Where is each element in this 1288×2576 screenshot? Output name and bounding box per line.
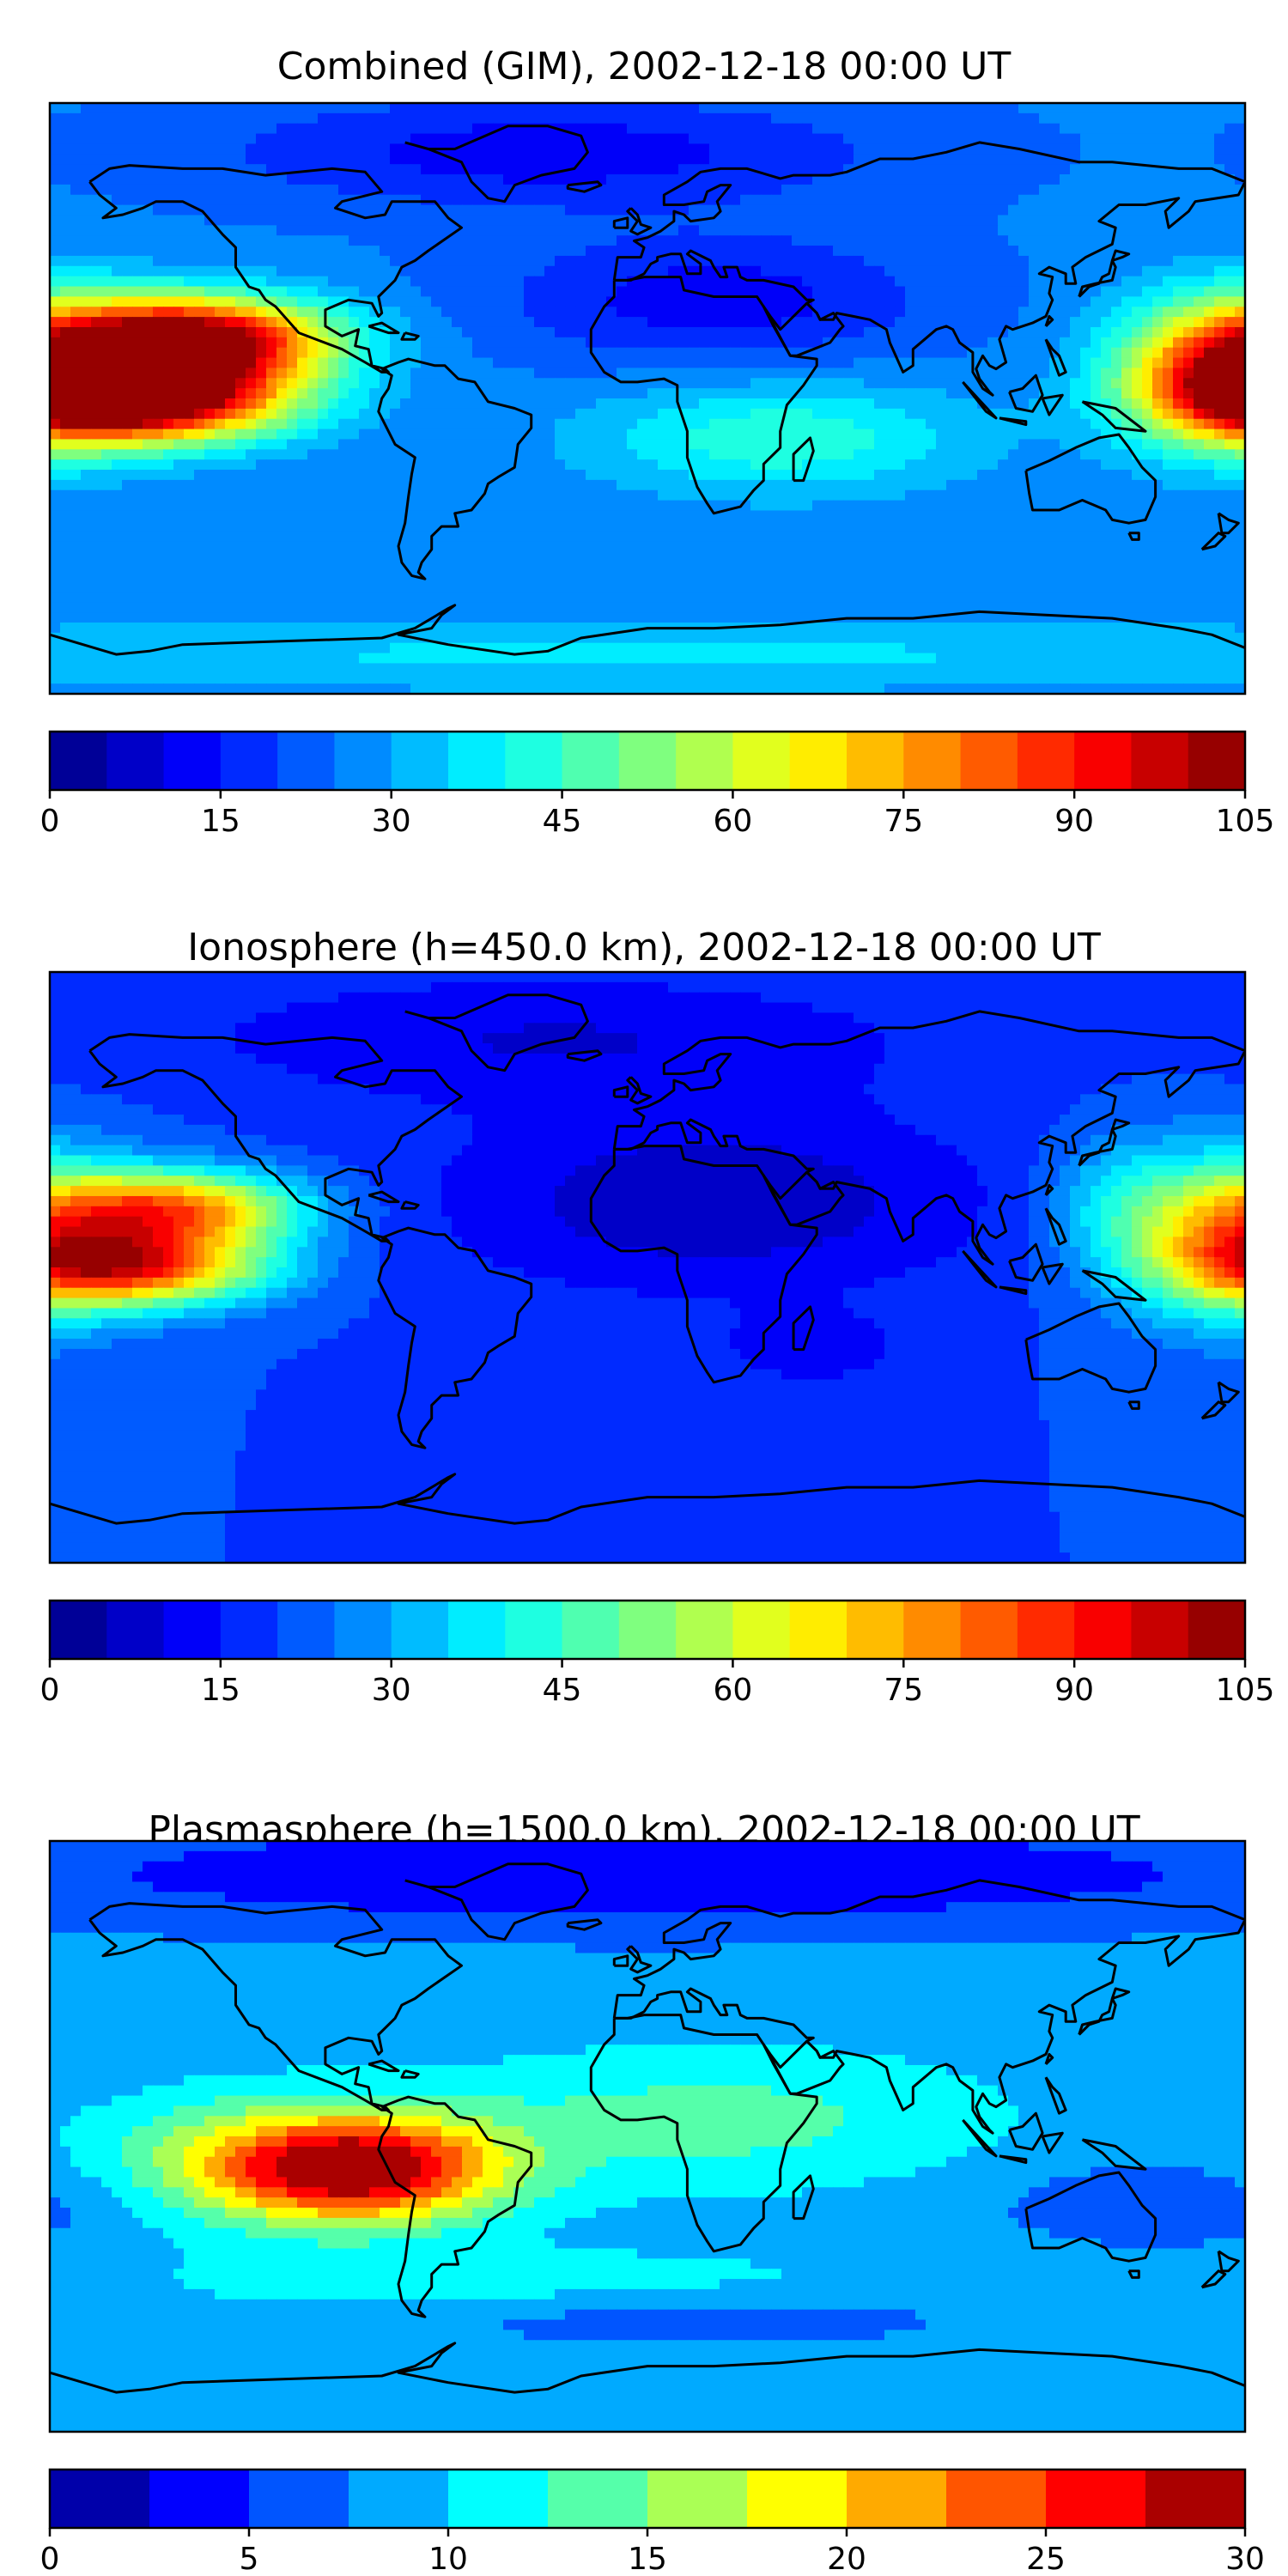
map-panel-0	[48, 101, 1247, 696]
colorbar-segment	[50, 1601, 107, 1659]
colorbar-segment	[548, 2470, 648, 2528]
colorbar-segment	[647, 2470, 748, 2528]
contour-field	[50, 103, 1245, 694]
colorbar-tick-label: 60	[714, 804, 753, 839]
colorbar-segment	[1074, 732, 1132, 790]
colorbar-segment	[618, 1601, 677, 1659]
colorbar-segment	[1131, 1601, 1189, 1659]
coastlines	[50, 993, 1245, 1525]
map-frame	[48, 970, 1247, 1564]
colorbar-segment	[106, 732, 165, 790]
colorbar-segment	[789, 1601, 848, 1659]
colorbar-segment	[334, 1601, 392, 1659]
colorbar-segment	[277, 732, 335, 790]
colorbar-segment	[1046, 2470, 1146, 2528]
colorbar-segment	[903, 732, 962, 790]
map-panel-1	[48, 970, 1247, 1564]
colorbar-segment	[220, 1601, 278, 1659]
colorbar-segment	[747, 2470, 848, 2528]
colorbar-segment	[562, 1601, 620, 1659]
colorbar-tick-label: 15	[201, 804, 240, 839]
colorbar-tick-label: 60	[714, 1673, 753, 1708]
colorbar-tick-label: 30	[372, 804, 411, 839]
colorbar-1: 0 15 30 45 60 75 90 105	[40, 1599, 1275, 1708]
colorbar-segment	[562, 732, 620, 790]
colorbar-tick-label: 105	[1216, 804, 1275, 839]
colorbar-segment	[448, 2470, 549, 2528]
colorbar-tick-label: 45	[543, 804, 582, 839]
colorbar-tick-label: 15	[628, 2542, 667, 2576]
map-frame	[48, 101, 1247, 696]
colorbar-segment	[249, 2470, 349, 2528]
colorbar-segment	[847, 732, 904, 790]
colorbar-segment	[946, 2470, 1047, 2528]
contour-field	[50, 1841, 1245, 2432]
colorbar-segment	[732, 1601, 791, 1659]
map-frame	[48, 1839, 1247, 2433]
colorbar-tick-label: 75	[884, 804, 923, 839]
colorbar-tick-label: 105	[1216, 1673, 1275, 1708]
colorbar-segment	[789, 732, 848, 790]
colorbar-tick-label: 0	[40, 2542, 60, 2576]
colorbar-segment	[618, 732, 677, 790]
colorbar-segment	[1017, 732, 1075, 790]
colorbar-segment	[163, 1601, 222, 1659]
colorbar-segment	[50, 732, 107, 790]
colorbar-segment	[1131, 732, 1189, 790]
coastlines	[50, 1862, 1245, 2394]
colorbar-segment	[448, 732, 506, 790]
colorbar-segment	[1074, 1601, 1132, 1659]
colorbar-segment	[1188, 1601, 1246, 1659]
colorbar-tick-label: 45	[543, 1673, 582, 1708]
colorbar-segment	[349, 2470, 449, 2528]
colorbar-segment	[1145, 2470, 1246, 2528]
colorbar-tick-label: 10	[428, 2542, 468, 2576]
contour-field	[50, 972, 1245, 1563]
colorbar-segment	[505, 732, 563, 790]
colorbar-segment	[903, 1601, 962, 1659]
colorbar-segment	[960, 732, 1018, 790]
colorbar-tick-label: 90	[1054, 804, 1094, 839]
colorbar-tick-label: 15	[201, 1673, 240, 1708]
colorbar-segment	[847, 1601, 904, 1659]
colorbar-tick-label: 5	[240, 2542, 259, 2576]
map-panel-2	[48, 1839, 1247, 2433]
coastlines	[50, 125, 1245, 656]
colorbar-segment	[676, 732, 733, 790]
colorbar-tick-label: 20	[827, 2542, 866, 2576]
colorbar-segment	[505, 1601, 563, 1659]
colorbar-tick-label: 25	[1026, 2542, 1066, 2576]
colorbar-segment	[1188, 732, 1246, 790]
colorbar-segment	[163, 732, 222, 790]
colorbar-segment	[106, 1601, 165, 1659]
colorbar-segment	[1017, 1601, 1075, 1659]
colorbar-tick-label: 0	[40, 1673, 60, 1708]
colorbar-segment	[847, 2470, 947, 2528]
colorbar-2: 0 5 10 15 20 25 30	[40, 2468, 1265, 2576]
colorbar-tick-label: 30	[1225, 2542, 1265, 2576]
colorbar-segment	[149, 2470, 250, 2528]
colorbar-segment	[732, 732, 791, 790]
colorbar-segment	[960, 1601, 1018, 1659]
panel-title-combined: Combined (GIM), 2002-12-18 00:00 UT	[0, 45, 1288, 89]
colorbar-segment	[277, 1601, 335, 1659]
colorbar-segment	[334, 732, 392, 790]
colorbar-segment	[676, 1601, 733, 1659]
colorbar-segment	[448, 1601, 506, 1659]
colorbar-tick-label: 90	[1054, 1673, 1094, 1708]
colorbar-tick-label: 0	[40, 804, 60, 839]
colorbar-0: 0 15 30 45 60 75 90 105	[40, 730, 1275, 839]
colorbar-segment	[391, 732, 449, 790]
colorbar-segment	[391, 1601, 449, 1659]
colorbar-tick-label: 30	[372, 1673, 411, 1708]
colorbar-segment	[50, 2470, 150, 2528]
panel-title-ionosphere: Ionosphere (h=450.0 km), 2002-12-18 00:0…	[0, 926, 1288, 970]
colorbar-segment	[220, 732, 278, 790]
colorbar-tick-label: 75	[884, 1673, 923, 1708]
